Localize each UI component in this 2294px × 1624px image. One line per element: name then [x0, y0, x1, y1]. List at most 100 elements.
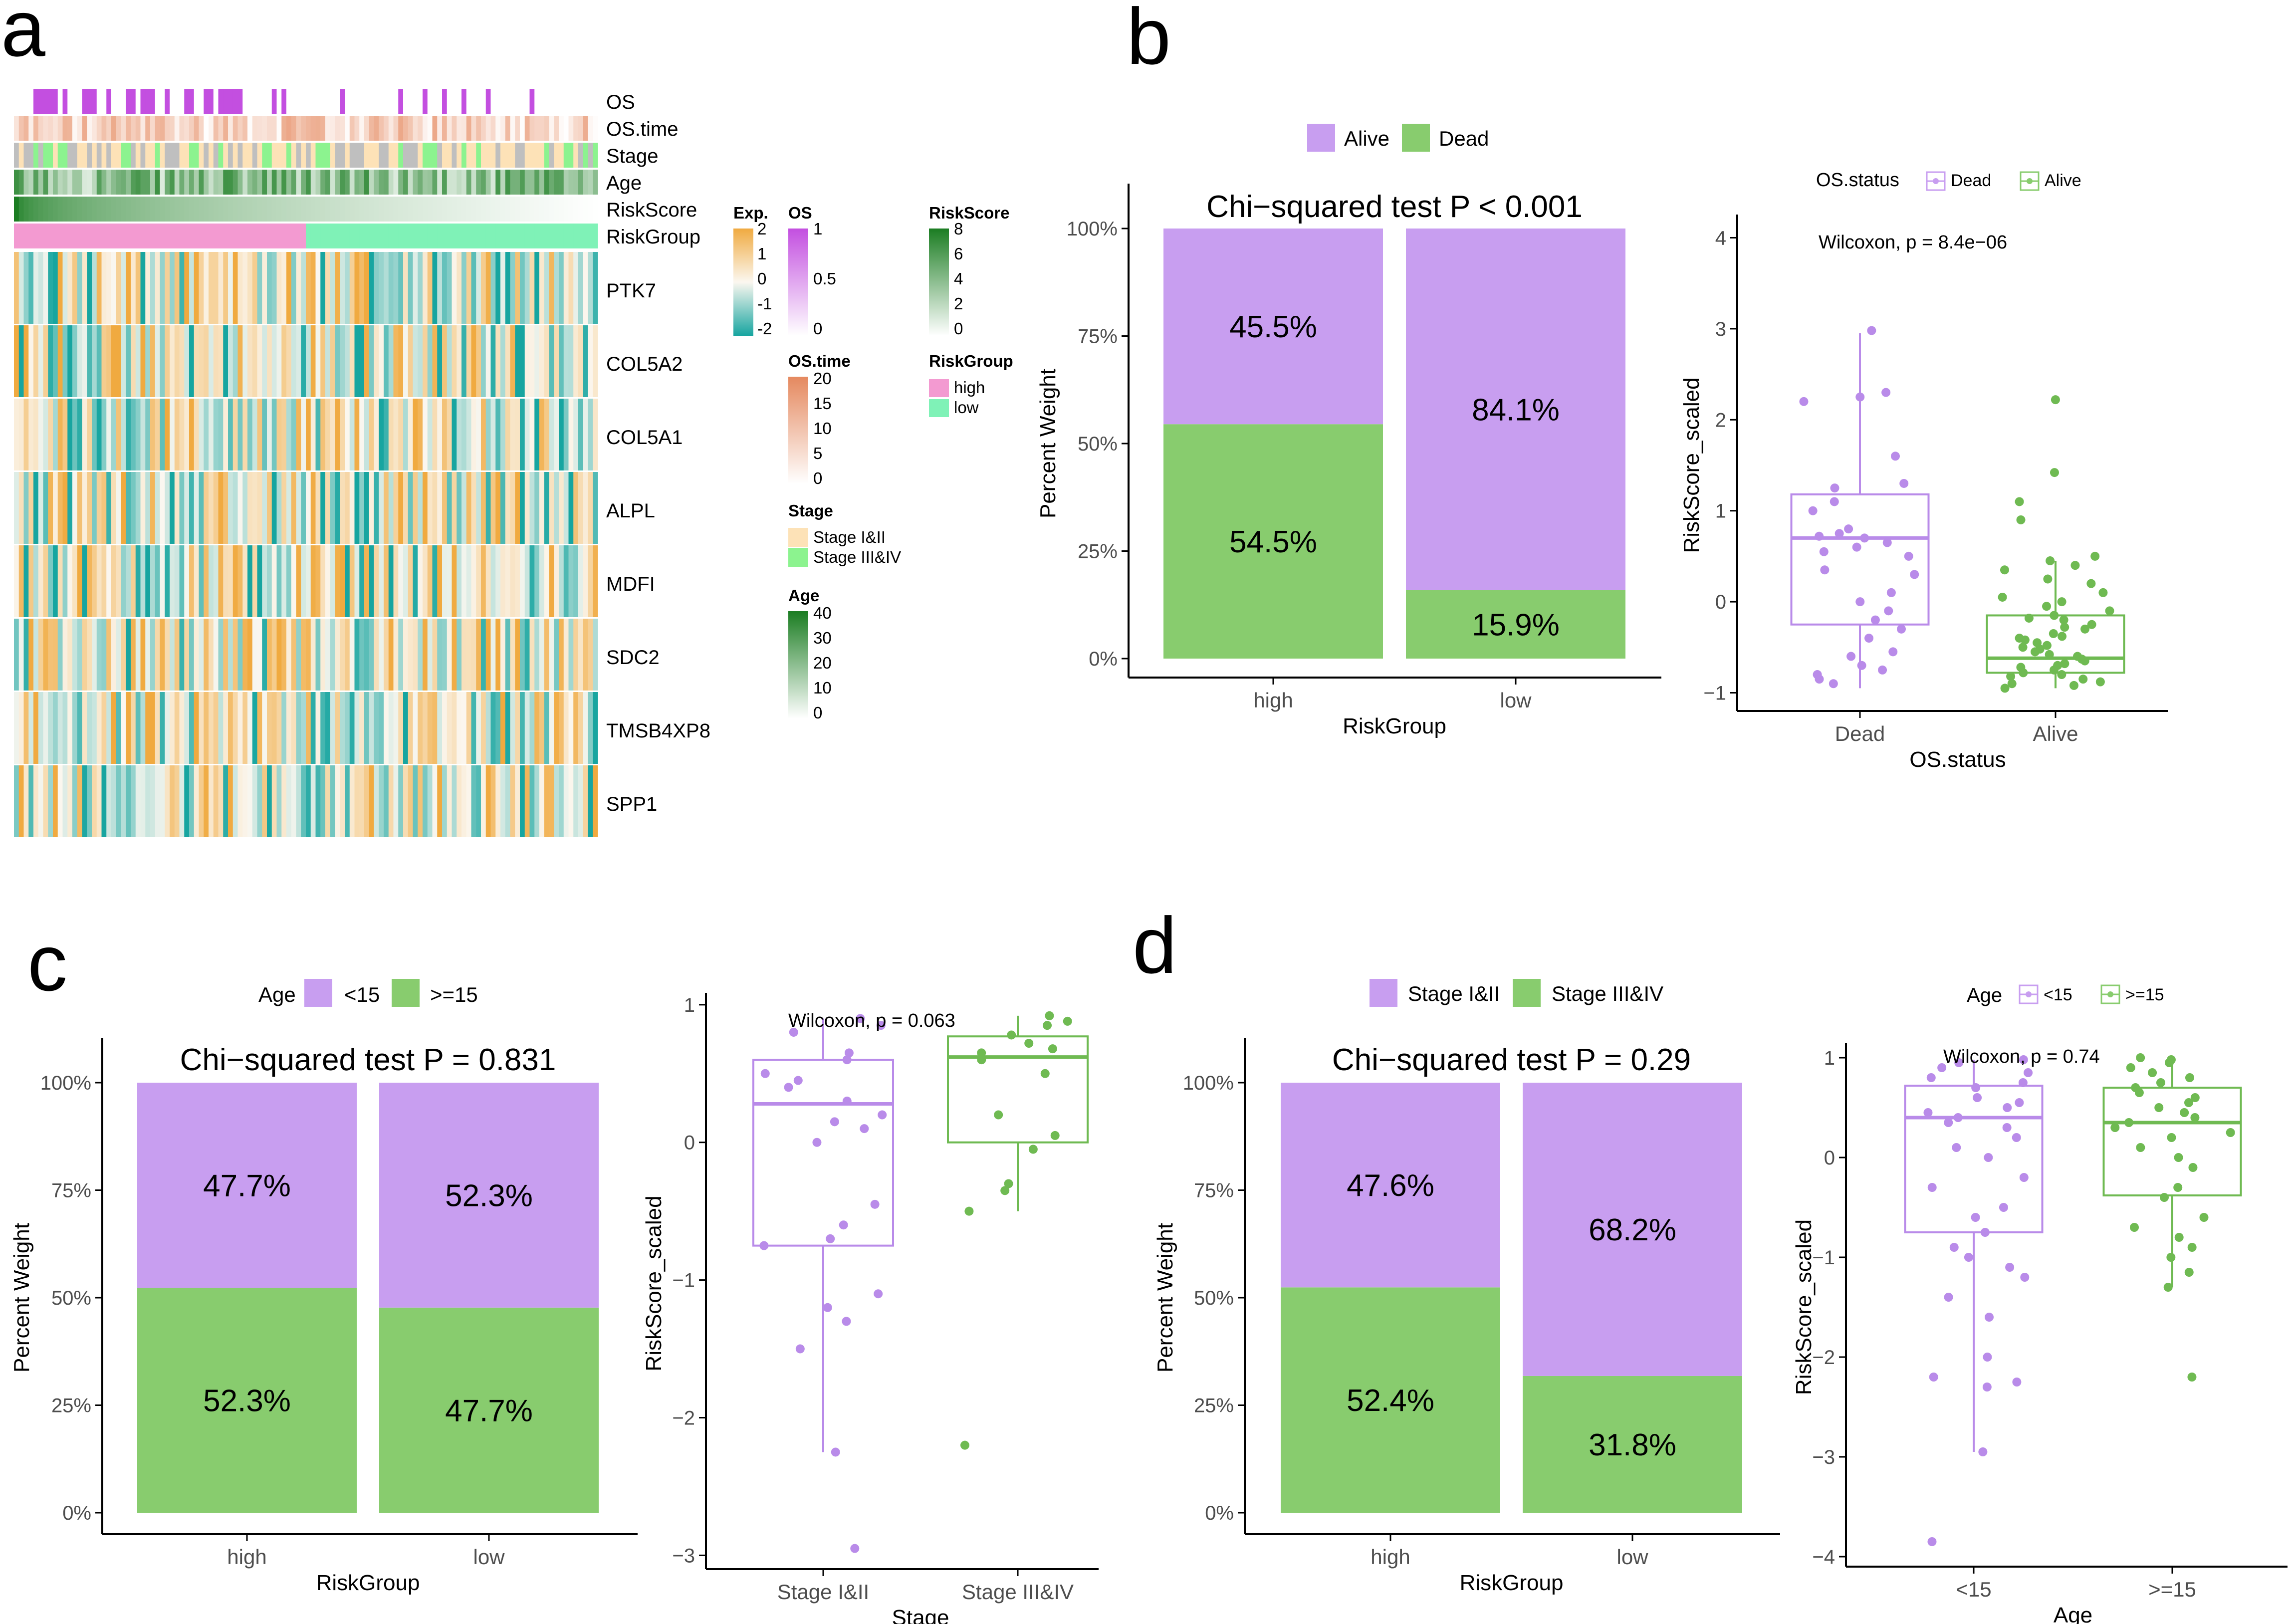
os-cell [228, 89, 233, 114]
stage-cell [563, 143, 569, 168]
bar-data-label: 47.6% [1347, 1168, 1434, 1203]
stage-cell [247, 143, 253, 168]
y-axis-title: Percent Weight [1036, 369, 1060, 518]
heatmap-cell [92, 472, 97, 544]
riskscore-cell [544, 197, 550, 222]
data-point [2185, 1073, 2194, 1082]
heatmap-cell [315, 545, 321, 617]
stage-cell [418, 143, 423, 168]
heatmap-cell [237, 399, 243, 470]
riskscore-cell [174, 197, 180, 222]
riskgroup-cell [228, 224, 233, 248]
heatmap-cell [184, 325, 190, 397]
riskscore-cell [184, 197, 190, 222]
heatmap-cell [14, 765, 19, 837]
y-tick-label: −1 [672, 1270, 695, 1292]
ostime-cell [237, 116, 243, 141]
heatmap-cell [48, 619, 53, 691]
data-point [1923, 1108, 1933, 1117]
heatmap-cell [325, 545, 331, 617]
heatmap-cell [490, 399, 496, 470]
heatmap-cell [271, 399, 277, 470]
legend-gradient [788, 377, 808, 484]
legend-item: Dead [1951, 171, 1991, 190]
stage-cell [345, 143, 350, 168]
os-cell [447, 89, 453, 114]
data-point [1985, 1313, 1994, 1322]
heatmap-cell [359, 619, 365, 691]
age-cell [583, 170, 589, 195]
annotation-tracks [14, 89, 598, 248]
age-cell [126, 170, 131, 195]
ostime-cell [281, 116, 287, 141]
heatmap-cell [286, 252, 292, 324]
os-cell [140, 89, 146, 114]
os-cell [145, 89, 151, 114]
riskgroup-cell [447, 224, 453, 248]
legend-stage: Stage Stage I&II Stage III&IV [788, 501, 901, 567]
os-cell [388, 89, 394, 114]
age-cell [291, 170, 297, 195]
heatmap-cell [247, 545, 253, 617]
riskgroup-cell [43, 224, 48, 248]
heatmap-cell [554, 252, 559, 324]
heatmap-cell [155, 472, 161, 544]
data-point [1978, 1447, 1988, 1456]
ostime-cell [174, 116, 180, 141]
bar-data-label: 47.7% [445, 1393, 533, 1428]
heatmap-cell [457, 325, 462, 397]
ostime-cell [495, 116, 501, 141]
os-cell [340, 89, 345, 114]
heatmap-cell [228, 545, 233, 617]
heatmap-cell [296, 692, 301, 764]
heatmap-cell [524, 399, 530, 470]
ostime-cell [135, 116, 141, 141]
os-cell [262, 89, 267, 114]
heatmap-cell [291, 325, 297, 397]
y-tick-label: 50% [1194, 1287, 1234, 1309]
heatmap-cell [28, 692, 34, 764]
heatmap-cell [82, 325, 87, 397]
age-cell [340, 170, 345, 195]
heatmap-cell [271, 472, 277, 544]
heatmap-cell [257, 619, 262, 691]
heatmap-cell [232, 252, 238, 324]
heatmap-cell [471, 472, 476, 544]
heatmap-cell [335, 252, 340, 324]
data-point [2012, 1133, 2021, 1142]
riskgroup-cell [573, 224, 579, 248]
ostime-cell [53, 116, 58, 141]
heatmap-cell [213, 765, 219, 837]
age-cell [53, 170, 58, 195]
riskgroup-cell [388, 224, 394, 248]
heatmap-cell [359, 765, 365, 837]
heatmap-cell [301, 545, 306, 617]
heatmap-cell [559, 765, 564, 837]
ostime-cell [588, 116, 593, 141]
riskscore-cell [67, 197, 73, 222]
os-cell [325, 89, 331, 114]
stage-cell [481, 143, 486, 168]
heatmap-cell [452, 399, 457, 470]
heatmap-cell [291, 252, 297, 324]
heatmap-cell [82, 472, 87, 544]
heatmap-cell [92, 765, 97, 837]
os-cell [490, 89, 496, 114]
heatmap-cell [563, 545, 569, 617]
legend-title: RiskScore [929, 204, 1009, 222]
stage-cell [520, 143, 525, 168]
os-cell [510, 89, 515, 114]
stage-cell [38, 143, 44, 168]
os-cell [466, 89, 472, 114]
riskscore-cell [349, 197, 355, 222]
heatmap-cell [209, 472, 214, 544]
riskgroup-cell [354, 224, 360, 248]
stage-cell [379, 143, 384, 168]
heatmap-cell [583, 545, 589, 617]
heatmap-cell [563, 399, 569, 470]
riskgroup-cell [170, 224, 175, 248]
heatmap-cell [447, 765, 453, 837]
os-cell [461, 89, 467, 114]
heatmap-cell [359, 472, 365, 544]
